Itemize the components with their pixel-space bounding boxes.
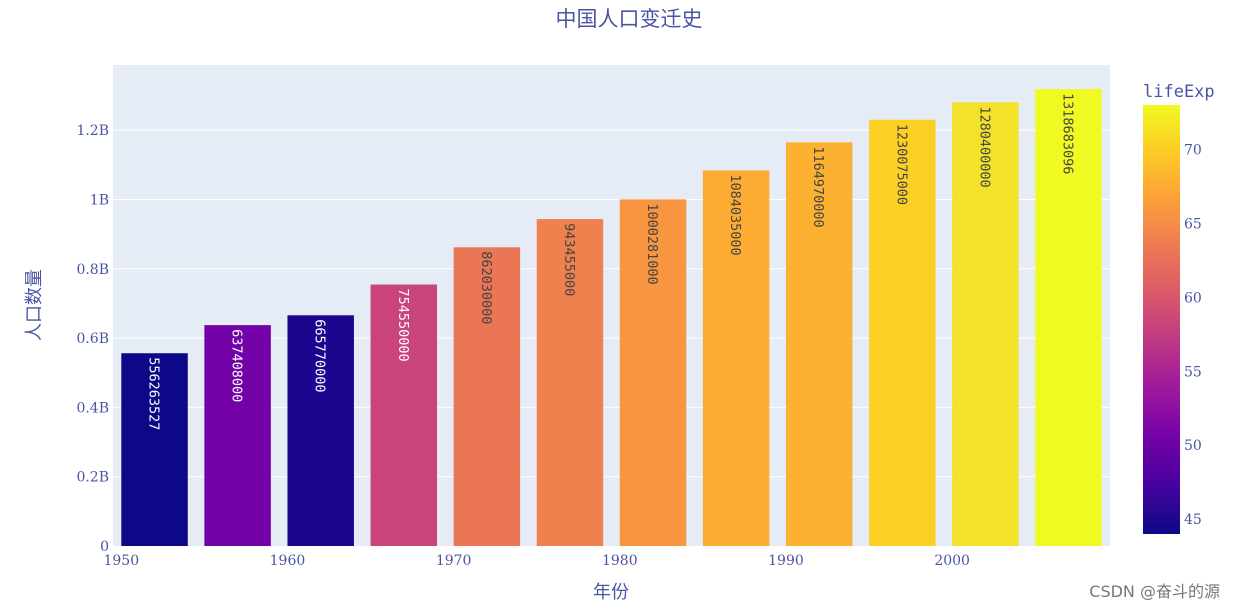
bar-value-label: 754550000: [395, 289, 411, 362]
bar: [1035, 89, 1102, 547]
x-tick-label: 1980: [602, 553, 638, 569]
x-axis-ticks: 1950 1960 1970 1980 1990 2000: [103, 553, 969, 569]
bar: [287, 315, 354, 546]
bar: [121, 353, 188, 546]
colorbar-tick-label: 50: [1184, 438, 1202, 454]
y-tick-label: 0.8B: [76, 262, 109, 278]
y-axis-ticks: 0 0.2B 0.4B 0.6B 0.8B 1B 1.2B: [76, 123, 109, 555]
bar: [370, 284, 438, 546]
bar-value-label: 1164970000: [810, 146, 826, 227]
colorbar-tick-label: 65: [1184, 216, 1202, 232]
bar: [619, 199, 687, 546]
bar: [785, 142, 853, 547]
y-tick-label: 0.4B: [76, 400, 109, 416]
bar-value-label: 556263527: [146, 357, 162, 430]
bar-value-label: 637408000: [229, 329, 245, 402]
colorbar-title: lifeExp: [1143, 82, 1215, 102]
bar: [702, 170, 770, 547]
bar-value-label: 1084035000: [727, 174, 743, 255]
bar: [952, 102, 1019, 546]
colorbar: lifeExp 45 50 55 60 65 70: [1143, 82, 1215, 534]
y-tick-label: 0.6B: [76, 331, 109, 347]
bar-value-label: 1280400000: [976, 106, 992, 187]
x-tick-label: 1960: [270, 553, 306, 569]
grid-lines: [113, 129, 1110, 478]
bar-value-label: 665770000: [312, 319, 328, 392]
x-tick-label: 1950: [103, 553, 139, 569]
y-tick-label: 1.2B: [76, 123, 109, 139]
chart-title: 中国人口变迁史: [556, 7, 703, 31]
x-tick-label: 1970: [436, 553, 472, 569]
y-tick-label: 1B: [90, 192, 109, 208]
x-tick-label: 2000: [934, 553, 970, 569]
bar-value-label: 1000281000: [644, 203, 660, 284]
plot-area: [113, 65, 1110, 546]
colorbar-tick-label: 55: [1184, 364, 1202, 380]
bar-labels: 556263527 637408000 665770000 754550000 8620…: [146, 93, 1076, 430]
colorbar-ticks: 45 50 55 60 65 70: [1184, 142, 1202, 528]
colorbar-tick-label: 70: [1184, 142, 1202, 158]
bar: [869, 119, 936, 547]
y-axis-title: 人口数量: [24, 269, 45, 341]
bar-value-label: 862030000: [478, 251, 494, 324]
x-tick-label: 1990: [768, 553, 804, 569]
bar-value-label: 1230075000: [893, 124, 909, 205]
bar-value-label: 943455000: [561, 223, 577, 296]
colorbar-tick-label: 45: [1184, 512, 1202, 528]
y-tick-label: 0: [100, 539, 109, 555]
colorbar-tick-label: 60: [1184, 290, 1202, 306]
x-axis-title: 年份: [593, 582, 629, 603]
bars: [121, 89, 1102, 547]
bar: [453, 247, 521, 546]
colorbar-gradient: [1143, 105, 1180, 534]
watermark: CSDN @奋斗的源: [1089, 582, 1220, 601]
bar: [536, 219, 604, 546]
bar: [204, 325, 271, 546]
bar-value-label: 1318683096: [1059, 93, 1075, 174]
y-tick-label: 0.2B: [76, 470, 109, 486]
